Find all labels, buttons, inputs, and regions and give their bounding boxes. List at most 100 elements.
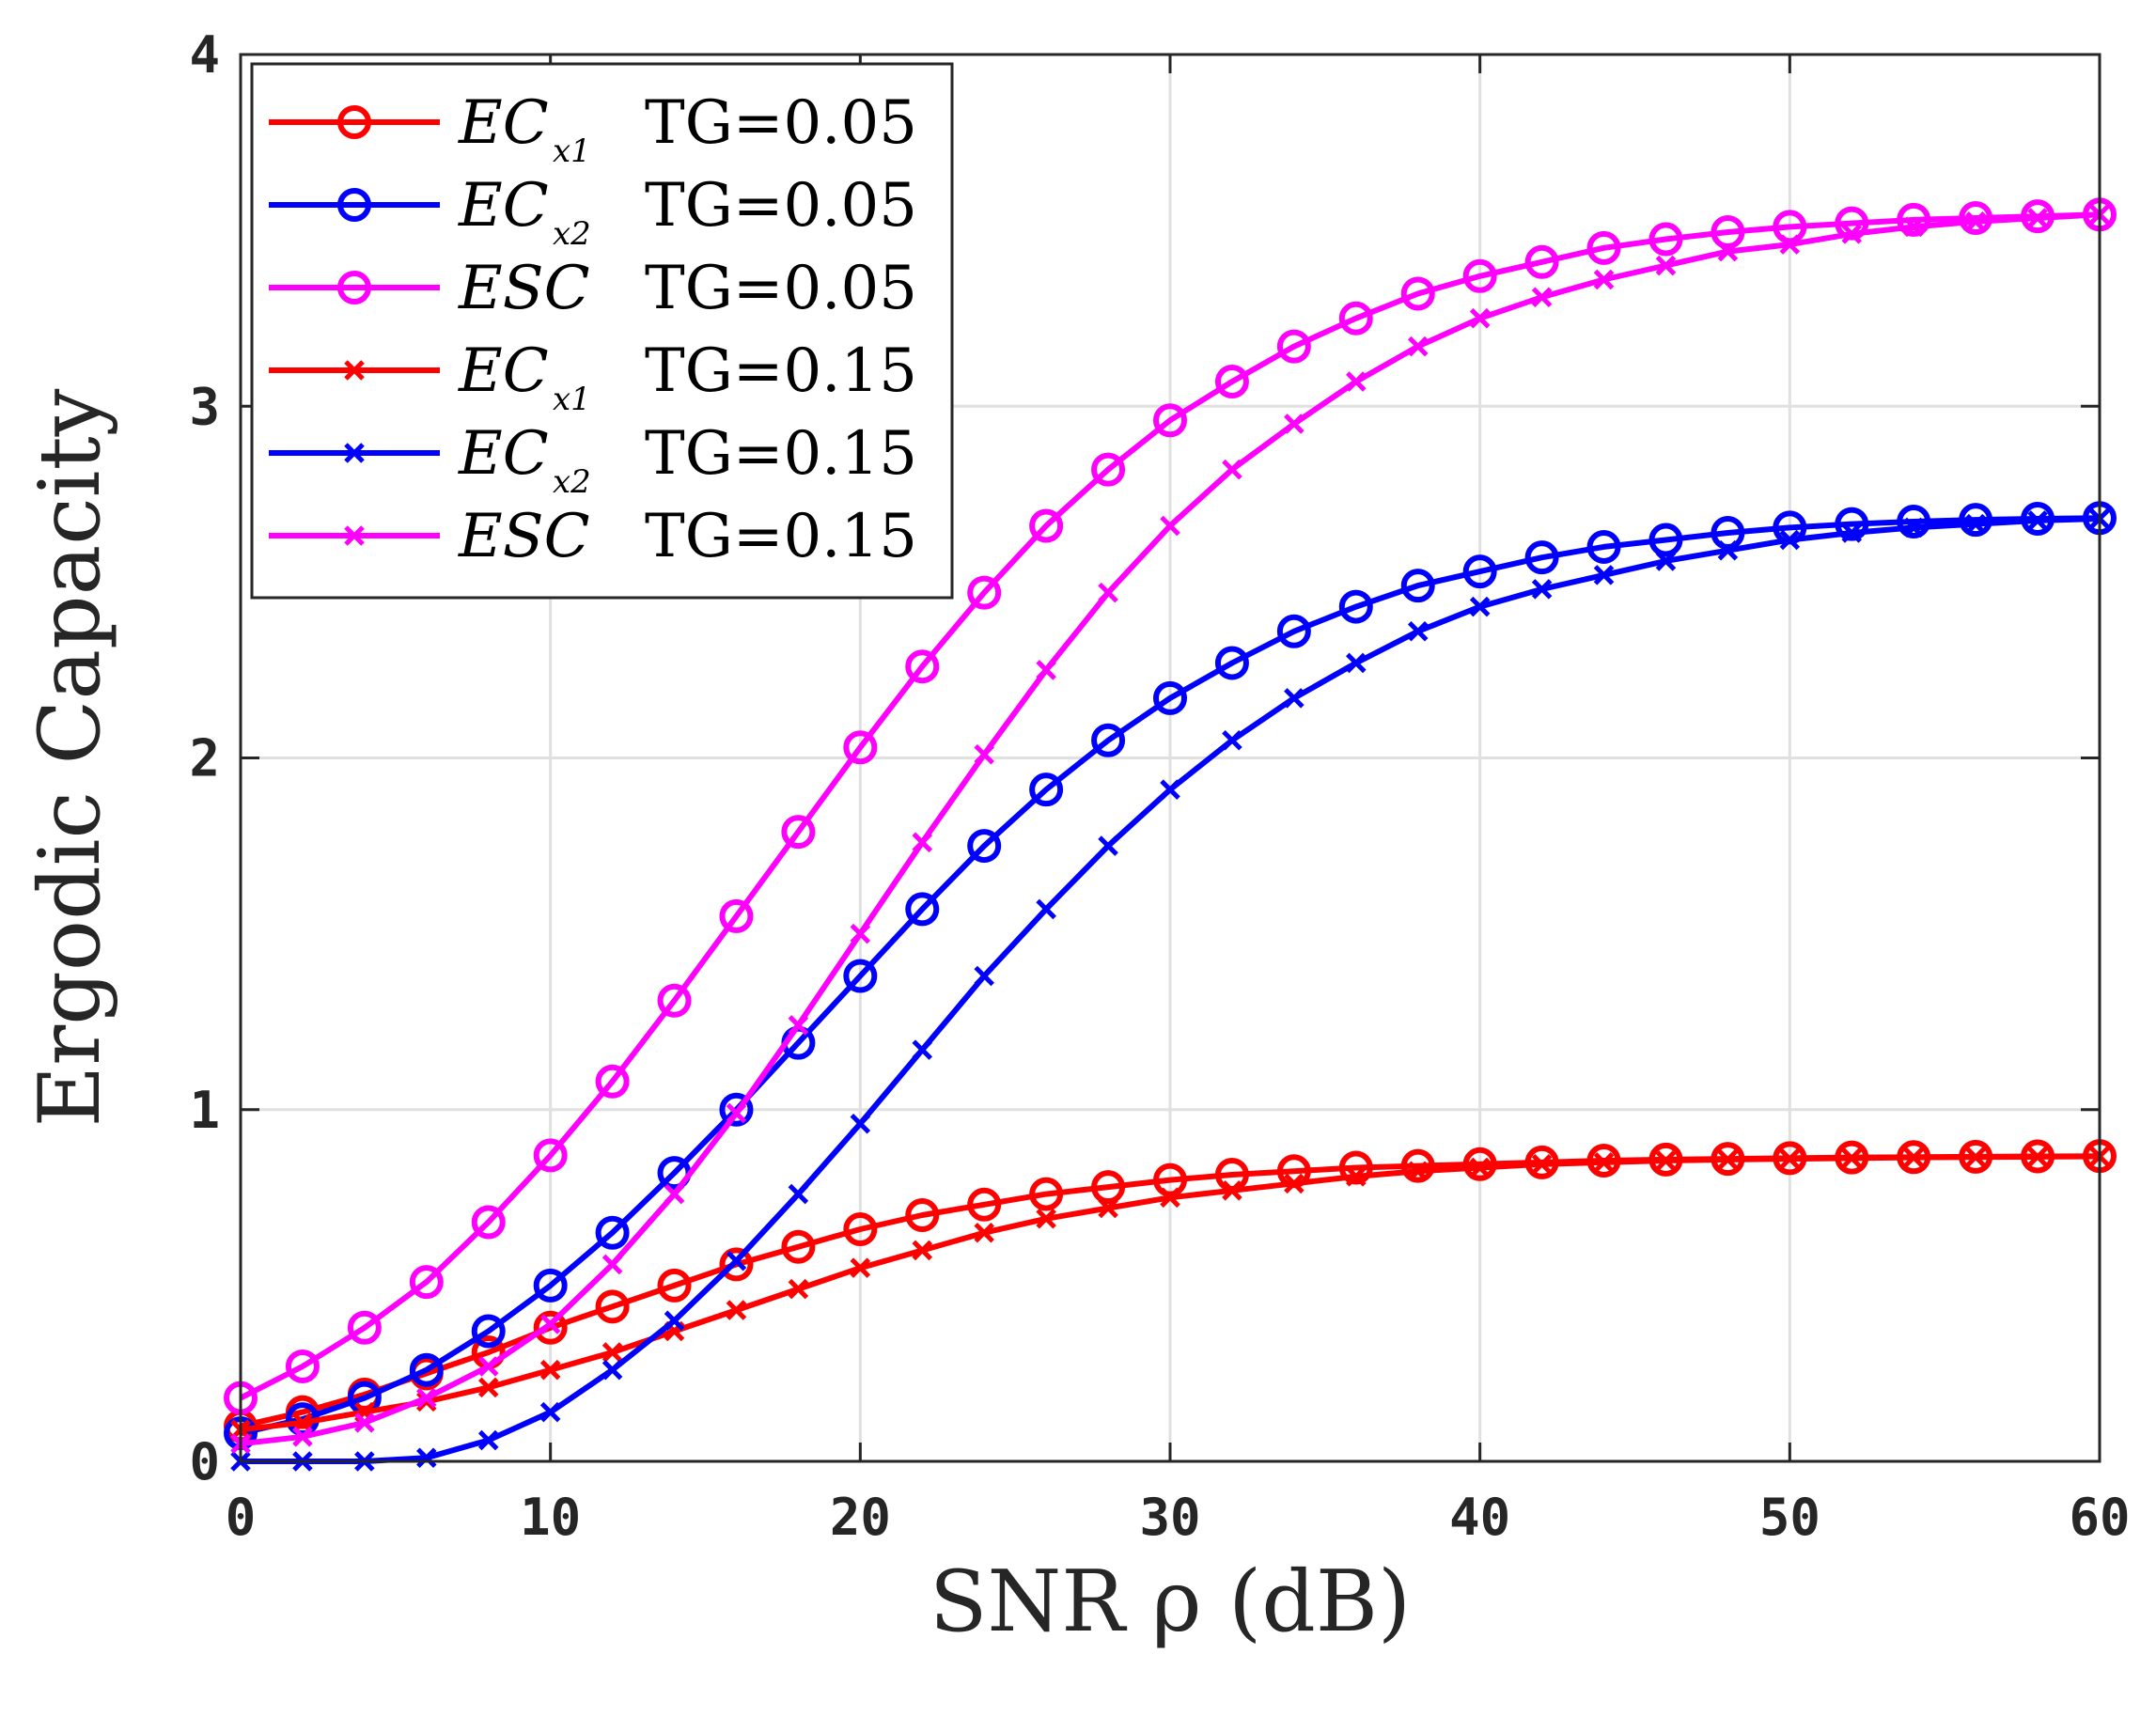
legend-entry: ESC TG=0.05 (269, 254, 917, 323)
legend-subscript: x1 (553, 381, 591, 418)
legend-symbol: ESC (458, 502, 590, 571)
legend-tg-label: TG=0.15 (645, 336, 917, 406)
data-point (850, 1113, 871, 1134)
legend-symbol: EC (458, 171, 549, 241)
data-point (1160, 515, 1180, 537)
data-point (539, 1359, 561, 1381)
data-point (1655, 551, 1677, 571)
data-point (471, 1205, 506, 1240)
legend-marker (344, 525, 365, 546)
data-point (1214, 365, 1249, 399)
data-point (285, 1349, 320, 1383)
legend-marker (337, 271, 371, 304)
data-point (1841, 1147, 1863, 1169)
data-point (416, 1387, 437, 1409)
data-point (1338, 589, 1373, 624)
data-point (1593, 269, 1615, 290)
data-point (1098, 1197, 1118, 1219)
y-tick-label: 2 (189, 729, 220, 788)
legend-tg-label: TG=0.15 (645, 419, 917, 489)
data-point (347, 1310, 382, 1345)
data-point (1655, 1150, 1677, 1171)
data-point (1717, 1149, 1739, 1170)
x-axis-label: SNR ρ (dB) (930, 1553, 1411, 1651)
x-tick-label: 40 (1449, 1488, 1510, 1547)
data-point (1648, 222, 1683, 257)
data-point (788, 1183, 809, 1205)
data-point (657, 983, 692, 1018)
data-point (1655, 255, 1677, 276)
data-point (539, 1401, 561, 1423)
series-4 (230, 508, 2110, 1472)
data-point (905, 649, 940, 684)
data-point (1841, 523, 1863, 543)
data-point (1091, 1170, 1126, 1205)
data-point (595, 1289, 630, 1324)
data-point (967, 1187, 1002, 1222)
legend-marker (337, 105, 371, 139)
data-point (1029, 1177, 1064, 1211)
data-point (471, 1314, 506, 1349)
legend-entry: EC x2 TG=0.05 (269, 171, 917, 253)
data-point (967, 575, 1002, 610)
data-point (788, 1015, 809, 1036)
data-point (1531, 287, 1553, 308)
legend-symbol: EC (458, 336, 549, 406)
data-point (1779, 1148, 1801, 1169)
data-point (974, 1222, 994, 1243)
legend-entry: ESC TG=0.15 (269, 502, 917, 571)
data-point (1531, 1153, 1553, 1175)
data-point (1593, 1152, 1615, 1173)
y-axis-label: Ergodic Capacity (21, 388, 119, 1127)
data-point (1098, 835, 1118, 856)
data-point (719, 1247, 754, 1282)
legend-tg-label: TG=0.05 (645, 88, 917, 158)
data-point (1469, 596, 1491, 617)
data-point (1586, 230, 1621, 265)
data-point (1462, 258, 1497, 293)
data-point (1400, 276, 1435, 311)
data-point (2027, 1147, 2048, 1167)
data-point (1160, 1187, 1180, 1209)
data-point (1222, 1180, 1242, 1201)
x-tick-label: 50 (1759, 1488, 1820, 1547)
data-point (1779, 529, 1801, 551)
data-point (974, 965, 994, 987)
data-point (1524, 540, 1559, 575)
data-point (905, 1198, 940, 1233)
data-point (1773, 210, 1807, 244)
data-point (1400, 1148, 1435, 1183)
data-point (1284, 413, 1305, 434)
data-point (974, 743, 994, 765)
data-point (477, 1377, 499, 1398)
data-point (1036, 898, 1056, 920)
data-point (843, 730, 878, 765)
data-point (1153, 680, 1187, 715)
data-point (1965, 513, 1986, 535)
data-point (539, 1314, 561, 1334)
data-point (1897, 202, 1931, 237)
data-point (850, 1257, 871, 1278)
legend-symbol: ESC (458, 254, 590, 323)
legend-entry: EC x2 TG=0.15 (269, 419, 917, 501)
data-point (601, 1342, 623, 1363)
data-point (1407, 621, 1429, 642)
legend-subscript: x2 (553, 463, 591, 501)
data-point (1717, 241, 1739, 262)
x-tick-label: 20 (830, 1488, 891, 1547)
legend-tg-label: TG=0.05 (645, 254, 917, 323)
data-point (1029, 508, 1064, 543)
data-point (1091, 452, 1126, 487)
data-point (1346, 1166, 1367, 1187)
x-tick-label: 10 (520, 1488, 581, 1547)
legend-subscript: x1 (553, 133, 591, 170)
data-point (1648, 523, 1683, 557)
x-tick-label: 60 (2069, 1488, 2130, 1547)
data-point (2027, 208, 2048, 228)
data-point (912, 832, 933, 853)
data-point (664, 1183, 685, 1205)
data-point (1346, 371, 1367, 392)
data-point (719, 1092, 754, 1127)
data-point (1779, 234, 1801, 255)
